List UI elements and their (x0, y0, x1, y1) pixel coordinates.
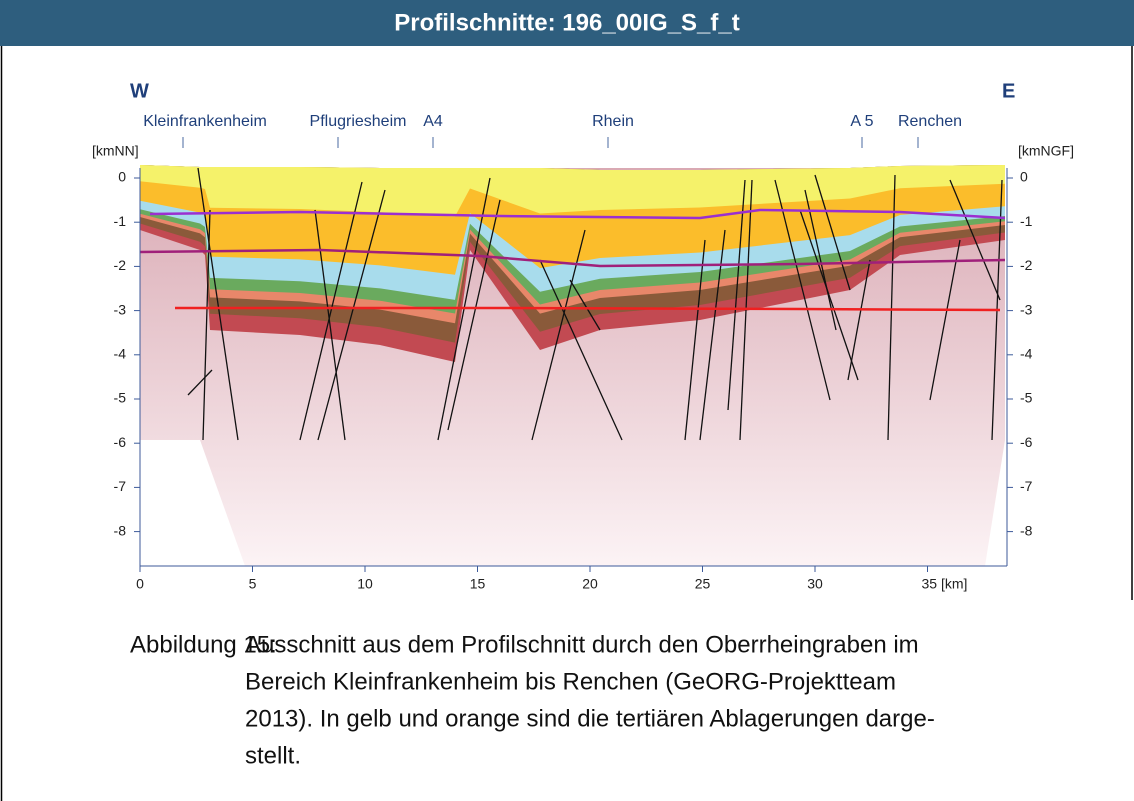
fault (539, 259, 623, 441)
x-tick-label: 0 (136, 576, 144, 592)
x-tick-label: 30 (807, 576, 823, 592)
y-tick-label: -8 (114, 522, 127, 538)
header-bar (0, 0, 1134, 46)
fault (684, 239, 706, 441)
place-label: Kleinfrankenheim (143, 113, 267, 130)
fault (774, 179, 831, 401)
fault (804, 189, 837, 331)
x-tick-label: 35 [km] (922, 576, 968, 592)
horizon-line (149, 208, 1006, 220)
fault (202, 209, 211, 441)
horizon-line (139, 248, 1006, 268)
x-tick-label: 25 (695, 576, 711, 592)
caption-label: Abbildung 15: (130, 631, 277, 658)
fault (929, 239, 961, 401)
x-tick-label: 10 (357, 576, 373, 592)
fault (814, 174, 851, 291)
caption-line: Bereich Kleinfrankenheim bis Renchen (Ge… (245, 668, 896, 695)
horizon-line (175, 306, 1001, 312)
x-tick-label: 15 (470, 576, 486, 592)
x-tick-label: 20 (582, 576, 598, 592)
fault (317, 189, 386, 441)
place-label: Pflugriesheim (310, 113, 407, 130)
fault (447, 199, 501, 431)
axis-unit: [kmNN] (92, 143, 139, 159)
fault (949, 179, 1001, 301)
fault (727, 179, 746, 411)
header-title: Profilschnitte: 196_00IG_S_f_t (394, 9, 739, 36)
y-tick-label: -6 (114, 434, 127, 450)
place-label: Rhein (592, 113, 634, 130)
place-label: A 5 (850, 113, 873, 130)
y-tick-label: -2 (114, 257, 127, 273)
y-tick-label: -5 (114, 390, 127, 406)
fault (887, 174, 896, 441)
caption-line: stellt. (245, 742, 301, 769)
y-tick-label: -2 (1020, 257, 1033, 273)
y-tick-label: -4 (1020, 346, 1033, 362)
caption-line: 2013). In gelb und orange sind die terti… (245, 705, 935, 732)
y-tick-label: -1 (114, 213, 127, 229)
y-tick-label: -3 (1020, 301, 1033, 317)
place-label: Renchen (898, 113, 962, 130)
y-tick-label: 0 (1020, 169, 1028, 185)
y-tick-label: -4 (114, 346, 127, 362)
axis-unit: [kmNGF] (1018, 143, 1074, 159)
fault (187, 369, 213, 396)
y-tick-label: -5 (1020, 390, 1033, 406)
fault (314, 209, 346, 441)
direction-label: W (130, 80, 149, 102)
fault (299, 181, 363, 441)
direction-label: E (1002, 80, 1015, 102)
y-tick-label: -8 (1020, 522, 1033, 538)
fault (799, 209, 859, 381)
y-tick-label: -7 (114, 478, 127, 494)
caption-line: Ausschnitt aus dem Profilschnitt durch d… (245, 631, 919, 658)
y-tick-label: -7 (1020, 478, 1033, 494)
y-tick-label: -3 (114, 301, 127, 317)
y-tick-label: -6 (1020, 434, 1033, 450)
fault (569, 279, 601, 331)
x-tick-label: 5 (249, 576, 257, 592)
y-tick-label: -1 (1020, 213, 1033, 229)
place-label: A4 (423, 113, 443, 130)
y-tick-label: 0 (118, 169, 126, 185)
fault (847, 259, 871, 381)
